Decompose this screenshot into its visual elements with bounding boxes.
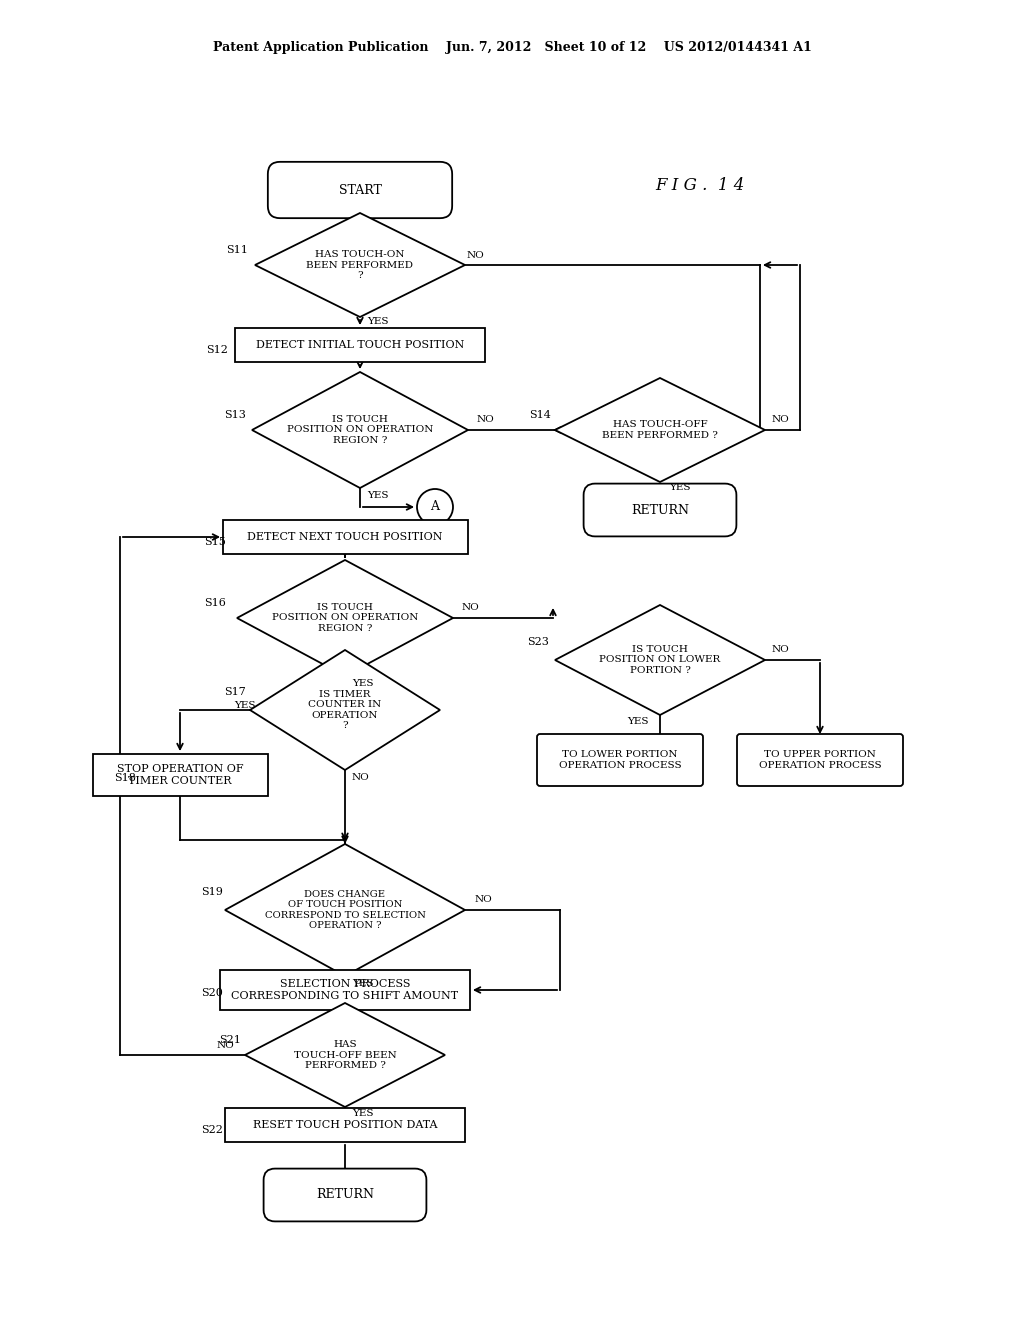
Bar bbox=[92, 754, 267, 796]
Text: NO: NO bbox=[476, 416, 494, 425]
Text: HAS TOUCH-OFF
BEEN PERFORMED ?: HAS TOUCH-OFF BEEN PERFORMED ? bbox=[602, 420, 718, 440]
Text: NO: NO bbox=[351, 774, 369, 783]
Polygon shape bbox=[555, 605, 765, 715]
Text: YES: YES bbox=[352, 978, 374, 987]
Text: DETECT INITIAL TOUCH POSITION: DETECT INITIAL TOUCH POSITION bbox=[256, 341, 464, 350]
Text: IS TIMER
COUNTER IN
OPERATION
?: IS TIMER COUNTER IN OPERATION ? bbox=[308, 690, 382, 730]
Text: YES: YES bbox=[368, 491, 389, 499]
Text: HAS TOUCH-ON
BEEN PERFORMED
?: HAS TOUCH-ON BEEN PERFORMED ? bbox=[306, 249, 414, 280]
Text: IS TOUCH
POSITION ON LOWER
PORTION ?: IS TOUCH POSITION ON LOWER PORTION ? bbox=[599, 645, 721, 675]
FancyBboxPatch shape bbox=[268, 162, 453, 218]
Text: NO: NO bbox=[216, 1040, 233, 1049]
Text: RETURN: RETURN bbox=[316, 1188, 374, 1201]
Text: S23: S23 bbox=[527, 638, 549, 647]
Text: S22: S22 bbox=[201, 1125, 223, 1135]
Text: HAS
TOUCH-OFF BEEN
PERFORMED ?: HAS TOUCH-OFF BEEN PERFORMED ? bbox=[294, 1040, 396, 1071]
Text: S16: S16 bbox=[204, 598, 226, 609]
Text: YES: YES bbox=[368, 318, 389, 326]
FancyBboxPatch shape bbox=[737, 734, 903, 785]
Text: NO: NO bbox=[771, 645, 788, 655]
FancyBboxPatch shape bbox=[537, 734, 703, 785]
Text: S21: S21 bbox=[219, 1035, 241, 1045]
Text: S17: S17 bbox=[224, 686, 246, 697]
Text: TO UPPER PORTION
OPERATION PROCESS: TO UPPER PORTION OPERATION PROCESS bbox=[759, 750, 882, 770]
Text: DETECT NEXT TOUCH POSITION: DETECT NEXT TOUCH POSITION bbox=[247, 532, 442, 543]
Text: DOES CHANGE
OF TOUCH POSITION
CORRESPOND TO SELECTION
OPERATION ?: DOES CHANGE OF TOUCH POSITION CORRESPOND… bbox=[264, 890, 425, 931]
Text: TO LOWER PORTION
OPERATION PROCESS: TO LOWER PORTION OPERATION PROCESS bbox=[559, 750, 681, 770]
Text: START: START bbox=[339, 183, 381, 197]
Text: IS TOUCH
POSITION ON OPERATION
REGION ?: IS TOUCH POSITION ON OPERATION REGION ? bbox=[271, 603, 418, 632]
Text: SELECTION PROCESS
CORRESPONDING TO SHIFT AMOUNT: SELECTION PROCESS CORRESPONDING TO SHIFT… bbox=[231, 979, 459, 1001]
Text: S15: S15 bbox=[204, 537, 226, 546]
Text: S12: S12 bbox=[206, 345, 228, 355]
Text: IS TOUCH
POSITION ON OPERATION
REGION ?: IS TOUCH POSITION ON OPERATION REGION ? bbox=[287, 414, 433, 445]
Bar bbox=[234, 327, 485, 362]
Polygon shape bbox=[250, 649, 440, 770]
Text: YES: YES bbox=[628, 718, 649, 726]
Text: YES: YES bbox=[670, 483, 691, 491]
Text: YES: YES bbox=[352, 1109, 374, 1118]
Text: Patent Application Publication    Jun. 7, 2012   Sheet 10 of 12    US 2012/01443: Patent Application Publication Jun. 7, 2… bbox=[213, 41, 811, 54]
Text: RETURN: RETURN bbox=[631, 503, 689, 516]
Text: RESET TOUCH POSITION DATA: RESET TOUCH POSITION DATA bbox=[253, 1119, 437, 1130]
Text: S14: S14 bbox=[529, 411, 551, 420]
Text: YES: YES bbox=[352, 678, 374, 688]
FancyBboxPatch shape bbox=[584, 483, 736, 536]
Text: NO: NO bbox=[771, 416, 788, 425]
Text: S18: S18 bbox=[114, 774, 136, 783]
Text: NO: NO bbox=[466, 251, 484, 260]
Polygon shape bbox=[555, 378, 765, 482]
Polygon shape bbox=[255, 213, 465, 317]
Text: NO: NO bbox=[461, 603, 479, 612]
Polygon shape bbox=[237, 560, 453, 676]
Bar bbox=[220, 970, 470, 1010]
Text: F I G .  1 4: F I G . 1 4 bbox=[655, 177, 744, 194]
Bar bbox=[225, 1107, 465, 1142]
Bar bbox=[222, 520, 468, 554]
Polygon shape bbox=[225, 843, 465, 975]
Text: NO: NO bbox=[474, 895, 492, 904]
Circle shape bbox=[417, 488, 453, 525]
Text: YES: YES bbox=[234, 701, 256, 710]
Polygon shape bbox=[245, 1003, 445, 1107]
Polygon shape bbox=[252, 372, 468, 488]
FancyBboxPatch shape bbox=[263, 1168, 426, 1221]
Text: STOP OPERATION OF
TIMER COUNTER: STOP OPERATION OF TIMER COUNTER bbox=[117, 764, 244, 785]
Text: S13: S13 bbox=[224, 411, 246, 420]
Text: S20: S20 bbox=[201, 987, 223, 998]
Text: A: A bbox=[430, 500, 439, 513]
Text: S19: S19 bbox=[201, 887, 223, 898]
Text: S11: S11 bbox=[226, 246, 248, 255]
